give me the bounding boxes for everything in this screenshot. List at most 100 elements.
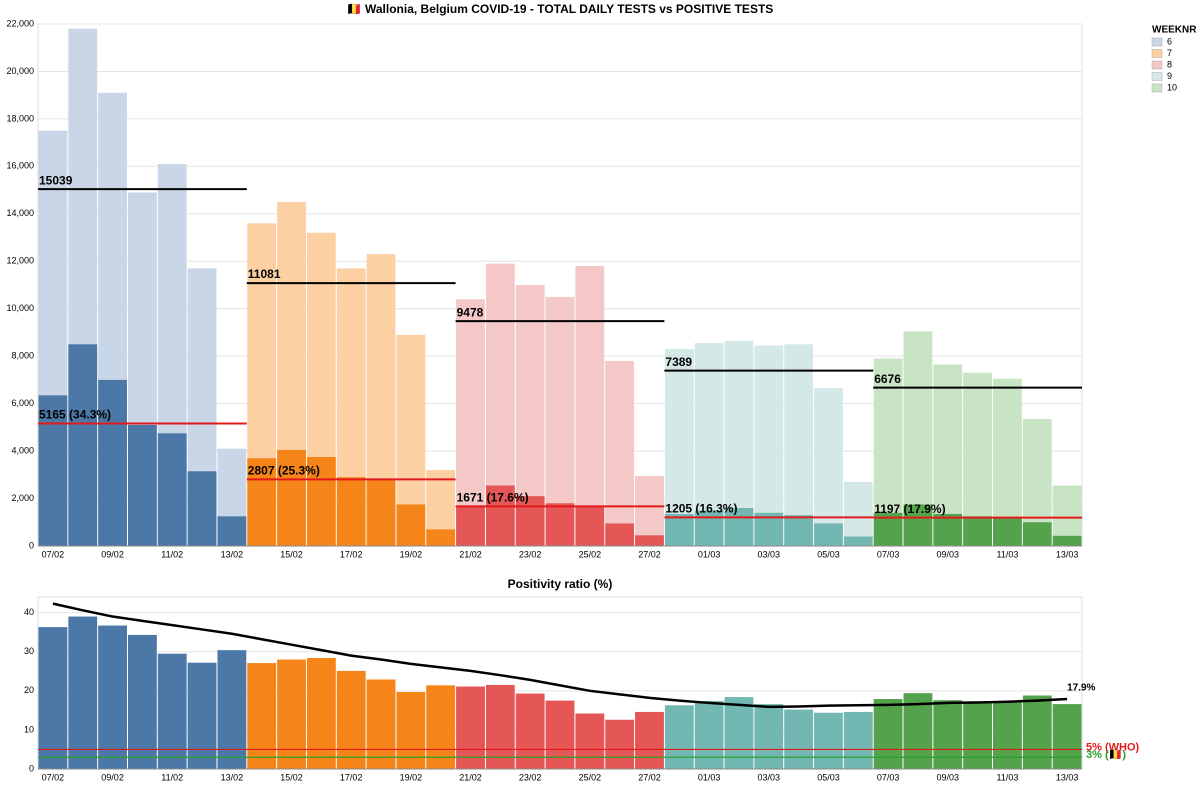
- chart-title: Positivity ratio (%): [508, 577, 613, 591]
- bar: [127, 634, 157, 769]
- chart-title: 🇧🇪 Wallonia, Belgium COVID-19 - TOTAL DA…: [347, 2, 774, 16]
- bar: [306, 457, 336, 546]
- y-tick-label: 0: [29, 763, 34, 773]
- x-tick-label: 17/02: [340, 549, 363, 559]
- x-tick-label: 05/03: [817, 772, 840, 782]
- x-tick-label: 09/02: [101, 549, 124, 559]
- y-tick-label: 40: [24, 607, 34, 617]
- bar: [277, 659, 306, 769]
- average-label: 7389: [665, 355, 692, 369]
- y-tick-label: 20,000: [6, 66, 34, 76]
- bar: [366, 479, 396, 546]
- reference-label: 3% (🇧🇪): [1086, 748, 1126, 761]
- x-tick-label: 03/03: [758, 549, 781, 559]
- bar: [664, 705, 694, 769]
- y-tick-label: 0: [29, 540, 34, 550]
- x-tick-label: 09/03: [937, 549, 960, 559]
- x-tick-label: 09/02: [101, 772, 124, 782]
- bar: [157, 433, 187, 546]
- bar: [724, 697, 754, 769]
- legend-label: 7: [1167, 48, 1172, 58]
- y-tick-label: 10: [24, 724, 34, 734]
- bar: [98, 379, 127, 546]
- bar: [217, 516, 247, 546]
- x-tick-label: 07/02: [42, 772, 65, 782]
- y-tick-label: 10,000: [6, 303, 34, 313]
- average-label: 6676: [874, 372, 901, 386]
- bar: [814, 388, 843, 546]
- x-tick-label: 01/03: [698, 549, 721, 559]
- average-label: 9478: [457, 305, 484, 319]
- average-label: 1205 (16.3%): [665, 502, 737, 516]
- bar: [784, 515, 814, 546]
- bar: [664, 349, 694, 546]
- bar: [127, 424, 157, 546]
- bar: [843, 536, 873, 546]
- x-tick-label: 23/02: [519, 772, 542, 782]
- bar: [336, 477, 366, 546]
- bar: [306, 657, 336, 769]
- y-tick-label: 18,000: [6, 113, 34, 123]
- y-tick-label: 4,000: [11, 445, 34, 455]
- average-label: 1197 (17.9%): [874, 502, 945, 516]
- bar: [157, 653, 187, 769]
- bar: [754, 704, 784, 769]
- x-tick-label: 19/02: [400, 772, 423, 782]
- bar: [784, 344, 814, 546]
- average-label: 15039: [39, 173, 73, 187]
- average-label: 11081: [248, 267, 281, 281]
- trend-line: [52, 602, 1068, 709]
- bar: [605, 523, 635, 546]
- bar: [456, 506, 485, 546]
- average-label: 2807 (25.3%): [248, 464, 320, 478]
- bar: [963, 701, 993, 769]
- bar: [784, 709, 814, 769]
- bar: [933, 700, 963, 769]
- y-tick-label: 6,000: [11, 398, 34, 408]
- x-tick-label: 11/03: [996, 549, 1018, 559]
- x-tick-label: 19/02: [400, 549, 423, 559]
- bar: [68, 616, 98, 769]
- legend-label: 8: [1167, 59, 1172, 69]
- y-tick-label: 20: [24, 685, 34, 695]
- bar: [38, 395, 68, 546]
- bar: [187, 471, 217, 546]
- bar: [903, 693, 933, 769]
- bar: [814, 712, 843, 769]
- bar: [426, 685, 456, 769]
- x-tick-label: 15/02: [280, 772, 303, 782]
- legend-label: 9: [1167, 71, 1172, 81]
- bar: [247, 458, 277, 546]
- bar: [217, 650, 247, 769]
- bar: [247, 663, 277, 769]
- x-tick-label: 13/03: [1056, 549, 1079, 559]
- x-tick-label: 05/03: [817, 549, 840, 559]
- legend-label: 6: [1167, 36, 1172, 46]
- x-tick-label: 09/03: [937, 772, 960, 782]
- bar: [515, 693, 545, 769]
- average-label: 1671 (17.6%): [457, 491, 529, 505]
- bar: [814, 523, 843, 546]
- bar: [1022, 695, 1052, 769]
- bar: [963, 516, 993, 546]
- y-tick-label: 14,000: [6, 208, 34, 218]
- bar: [426, 529, 456, 546]
- x-tick-label: 01/03: [698, 772, 721, 782]
- x-tick-label: 21/02: [459, 549, 482, 559]
- bar: [724, 508, 754, 546]
- bar: [694, 700, 724, 769]
- bar: [1052, 535, 1082, 546]
- bar: [38, 627, 68, 769]
- bar: [903, 504, 933, 546]
- bar: [664, 513, 694, 546]
- bar: [545, 700, 575, 769]
- y-tick-label: 8,000: [11, 351, 34, 361]
- legend-title: WEEKNR: [1152, 25, 1197, 36]
- y-tick-label: 12,000: [6, 256, 34, 266]
- x-tick-label: 11/02: [161, 549, 183, 559]
- bar: [396, 504, 426, 546]
- bar: [575, 266, 605, 546]
- x-tick-label: 07/02: [42, 549, 65, 559]
- x-tick-label: 07/03: [877, 772, 900, 782]
- bar: [98, 625, 127, 769]
